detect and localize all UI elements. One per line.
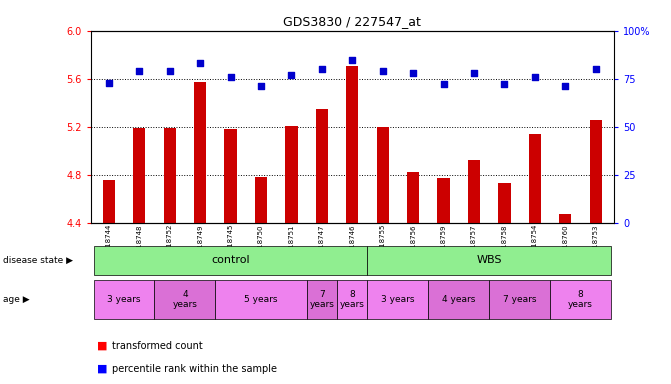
Point (195, 60, 205, 66)
Bar (255, 177, 267, 223)
Text: percentile rank within the sample: percentile rank within the sample (112, 364, 277, 374)
Point (468, 70, 479, 76)
Bar (499, 183, 511, 223)
Text: 7 years: 7 years (503, 295, 536, 304)
Point (560, 83, 570, 89)
Bar (285, 126, 297, 223)
Point (408, 70, 419, 76)
Point (286, 72, 297, 78)
Text: 3 years: 3 years (107, 295, 141, 304)
Bar (133, 128, 146, 223)
Text: 5 years: 5 years (244, 295, 278, 304)
Bar (316, 109, 328, 223)
Bar (468, 161, 480, 223)
Bar (94, 280, 154, 319)
Bar (559, 214, 572, 223)
Text: age ▶: age ▶ (3, 295, 30, 304)
Text: 4 years: 4 years (442, 295, 476, 304)
Text: 7
years: 7 years (309, 290, 334, 309)
Bar (368, 246, 611, 275)
Bar (376, 127, 389, 223)
Bar (103, 180, 115, 223)
Bar (337, 280, 368, 319)
Point (499, 81, 510, 88)
Text: ■: ■ (97, 341, 108, 351)
Bar (307, 280, 337, 319)
Text: 4
years: 4 years (172, 290, 197, 309)
Bar (529, 134, 541, 223)
Point (225, 74, 236, 80)
Text: disease state ▶: disease state ▶ (3, 256, 73, 265)
Bar (215, 280, 307, 319)
Point (256, 83, 266, 89)
Text: control: control (211, 255, 250, 265)
Text: WBS: WBS (476, 255, 502, 265)
Point (347, 56, 358, 63)
Bar (94, 246, 368, 275)
Bar (407, 172, 419, 223)
Point (317, 66, 327, 72)
Point (377, 68, 388, 74)
Bar (590, 119, 602, 223)
Point (529, 74, 540, 80)
Bar (368, 280, 428, 319)
Bar (225, 129, 237, 223)
Bar (489, 280, 550, 319)
Bar (194, 82, 206, 223)
Point (590, 66, 601, 72)
Bar (346, 66, 358, 223)
Bar (550, 280, 611, 319)
Text: 3 years: 3 years (381, 295, 415, 304)
Point (438, 81, 449, 88)
Bar (437, 178, 450, 223)
Title: GDS3830 / 227547_at: GDS3830 / 227547_at (283, 15, 421, 28)
Text: transformed count: transformed count (112, 341, 203, 351)
Text: ■: ■ (97, 364, 108, 374)
Text: 8
years: 8 years (340, 290, 365, 309)
Point (134, 68, 145, 74)
Bar (164, 128, 176, 223)
Bar (154, 280, 215, 319)
Bar (428, 280, 489, 319)
Point (103, 79, 114, 86)
Point (164, 68, 175, 74)
Text: 8
years: 8 years (568, 290, 593, 309)
